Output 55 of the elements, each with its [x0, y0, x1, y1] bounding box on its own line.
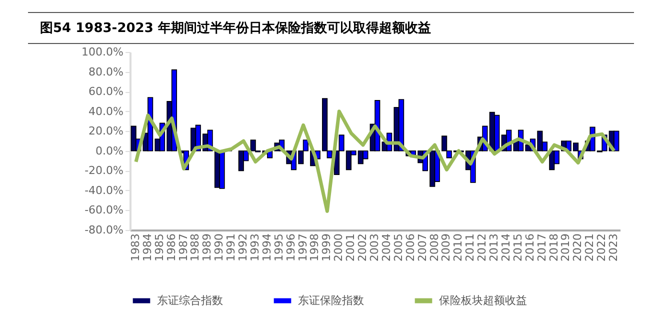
x-tick-label: 1993: [248, 234, 262, 262]
x-tick-label: 2000: [332, 234, 346, 262]
x-tick-label: 2014: [499, 234, 512, 262]
x-tick-label: 1990: [212, 234, 226, 262]
x-tick-label: 2001: [344, 234, 358, 262]
x-tick-label: 2002: [356, 234, 370, 262]
x-tick-label: 2023: [607, 234, 620, 262]
x-tick-label: 2010: [452, 234, 465, 262]
y-tick-label: -20.0%: [84, 164, 124, 178]
x-tick-label: 2007: [416, 234, 429, 262]
x-tick-label: 2011: [464, 234, 477, 262]
x-tick-label: 2015: [511, 234, 524, 262]
x-tick-label: 1988: [188, 234, 202, 262]
x-tick-label: 1994: [260, 234, 274, 262]
legend-label: 东证保险指数: [298, 294, 364, 307]
x-tick-label: 1987: [176, 234, 190, 262]
x-tick-label: 2016: [523, 234, 536, 262]
x-tick-label: 2005: [392, 234, 405, 262]
x-tick-label: 2021: [583, 234, 596, 262]
x-tick-label: 2008: [428, 234, 441, 262]
x-tick-label: 2020: [571, 234, 584, 262]
legend-label: 保险板块超额收益: [439, 294, 527, 307]
y-tick-label: 80.0%: [88, 65, 124, 78]
x-tick-label: 1991: [224, 234, 238, 262]
x-tick-label: 2009: [440, 234, 453, 262]
chart-title: 图54 1983-2023 年期间过半年份日本保险指数可以取得超额收益: [28, 12, 634, 44]
x-tick-label: 1996: [284, 234, 298, 262]
y-tick-label: 60.0%: [88, 85, 124, 98]
x-tick-label: 2019: [559, 234, 572, 262]
x-tick-label: 1998: [308, 234, 322, 262]
x-tick-label: 1985: [152, 234, 166, 262]
x-tick-label: 2004: [380, 234, 393, 262]
x-tick-label: 2006: [404, 234, 417, 262]
x-tick-label: 2022: [595, 234, 608, 262]
x-tick-label: 1984: [140, 234, 154, 262]
x-tick-label: 1989: [200, 234, 214, 262]
x-tick-label: 1986: [164, 234, 178, 262]
legend-label: 东证综合指数: [157, 294, 223, 307]
y-tick-label: 0.0%: [96, 144, 124, 158]
x-tick-label: 2018: [547, 234, 560, 262]
y-tick-label: 100.0%: [82, 46, 124, 58]
y-tick-label: -60.0%: [84, 204, 124, 217]
x-tick-label: 1983: [128, 234, 142, 262]
x-tick-label: 2003: [368, 234, 381, 262]
x-tick-label: 1992: [236, 234, 250, 262]
x-tick-label: 2013: [488, 234, 501, 262]
y-tick-label: -80.0%: [84, 224, 124, 236]
y-tick-label: -40.0%: [84, 184, 124, 197]
x-tick-label: 1999: [320, 234, 334, 262]
x-tick-label: 2017: [535, 234, 548, 262]
y-tick-label: 20.0%: [88, 124, 124, 138]
x-tick-label: 1995: [272, 234, 286, 262]
x-tick-label: 2012: [476, 234, 489, 262]
y-tick-label: 40.0%: [88, 104, 124, 118]
x-tick-label: 1997: [296, 234, 310, 262]
